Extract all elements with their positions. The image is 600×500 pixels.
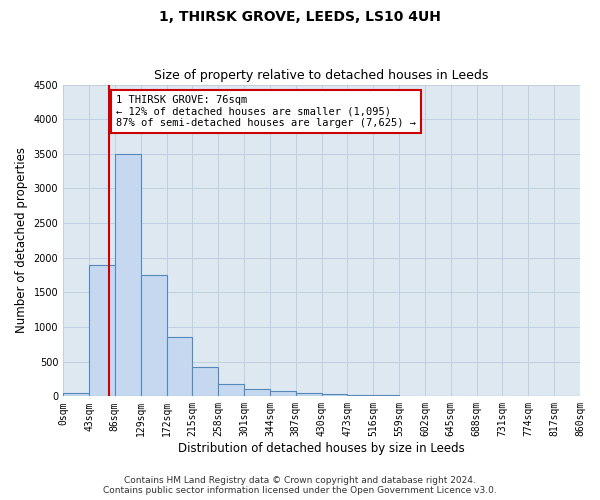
Bar (63, 393, 89, 396)
Text: 1 THIRSK GROVE: 76sqm
← 12% of detached houses are smaller (1,095)
87% of semi-d: 1 THIRSK GROVE: 76sqm ← 12% of detached … (116, 95, 416, 128)
Title: Size of property relative to detached houses in Leeds: Size of property relative to detached ho… (154, 69, 489, 82)
Bar (322, 394, 347, 396)
X-axis label: Distribution of detached houses by size in Leeds: Distribution of detached houses by size … (178, 442, 465, 455)
Bar (270, 391, 296, 396)
Bar (89, 264, 115, 396)
Bar (296, 393, 322, 396)
Bar (140, 275, 167, 396)
Bar (193, 366, 218, 396)
Bar (347, 395, 373, 396)
Bar (244, 388, 270, 396)
Bar (167, 338, 193, 396)
Bar (115, 154, 140, 396)
Text: 1, THIRSK GROVE, LEEDS, LS10 4UH: 1, THIRSK GROVE, LEEDS, LS10 4UH (159, 10, 441, 24)
Text: Contains HM Land Registry data © Crown copyright and database right 2024.
Contai: Contains HM Land Registry data © Crown c… (103, 476, 497, 495)
Bar (218, 384, 244, 396)
Y-axis label: Number of detached properties: Number of detached properties (15, 148, 28, 334)
